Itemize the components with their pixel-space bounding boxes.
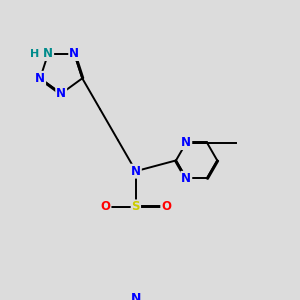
Text: S: S xyxy=(132,200,140,213)
Text: N: N xyxy=(43,47,53,60)
Text: N: N xyxy=(56,87,66,100)
Text: N: N xyxy=(131,165,141,178)
Text: O: O xyxy=(161,200,171,213)
Text: N: N xyxy=(35,72,45,85)
Text: O: O xyxy=(100,200,110,213)
Text: N: N xyxy=(69,47,79,60)
Text: N: N xyxy=(181,172,191,185)
Text: N: N xyxy=(131,292,141,300)
Text: N: N xyxy=(181,136,191,149)
Text: H: H xyxy=(30,49,40,58)
